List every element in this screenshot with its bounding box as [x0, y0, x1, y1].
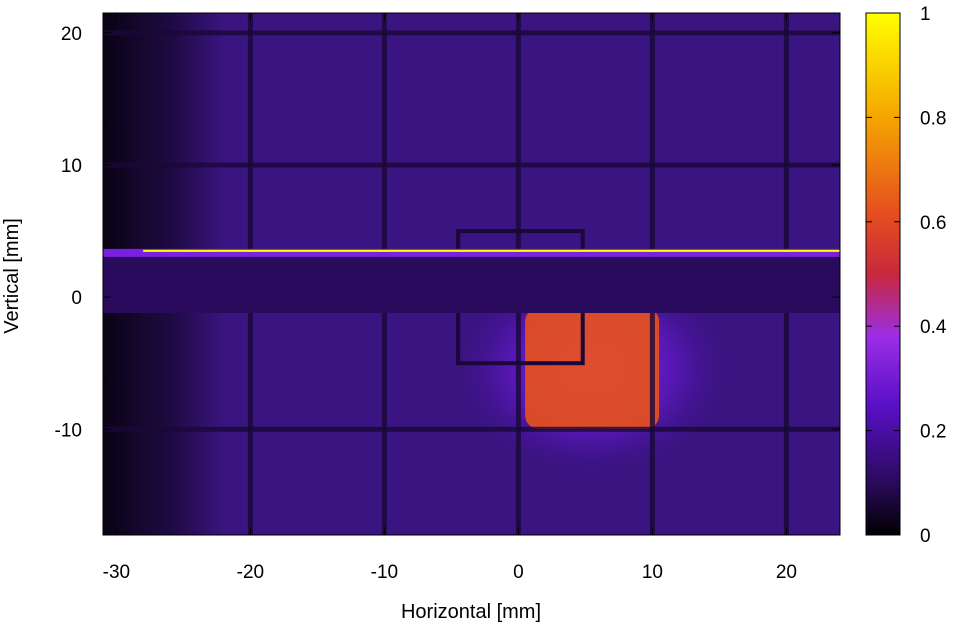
colorbar-tick-label: 1 — [920, 4, 931, 25]
colorbar-ticks: 0 0.2 0.4 0.6 0.8 1 — [866, 4, 947, 547]
bright-line-fringe — [103, 248, 840, 257]
y-axis-label: Vertical [mm] — [1, 218, 23, 334]
x-tick-label: 10 — [642, 562, 663, 583]
x-tick-label: -30 — [103, 562, 130, 583]
x-axis-label: Horizontal [mm] — [401, 601, 541, 623]
y-tick-label: 20 — [61, 24, 82, 45]
y-axis: -10 0 10 20 — [55, 24, 840, 441]
x-tick-label: 20 — [776, 562, 797, 583]
colorbar-gradient — [865, 12, 901, 536]
x-tick-label: 0 — [513, 562, 524, 583]
heatmap-plot-area — [103, 13, 840, 535]
colorbar-tick-label: 0 — [920, 526, 931, 547]
y-tick-label: -10 — [55, 420, 82, 441]
colorbar-tick-label: 0.4 — [920, 317, 947, 338]
x-axis: -30 -20 -10 0 10 20 — [103, 13, 797, 583]
x-tick-label: -20 — [237, 562, 264, 583]
colorbar: 0 0.2 0.4 0.6 0.8 1 — [865, 4, 947, 547]
y-tick-label: 0 — [71, 288, 82, 309]
y-tick-label: 10 — [61, 156, 82, 177]
colorbar-tick-label: 0.2 — [920, 422, 946, 443]
hot-spot — [525, 307, 660, 430]
dark-band — [103, 254, 840, 313]
x-tick-label: -10 — [371, 562, 398, 583]
colorbar-tick-label: 0.8 — [920, 108, 946, 129]
colorbar-tick-label: 0.6 — [920, 213, 946, 234]
plot-frame — [102, 12, 841, 536]
